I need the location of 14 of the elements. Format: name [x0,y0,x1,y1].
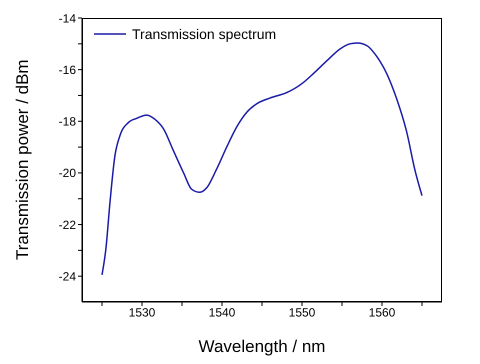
y-tick-label: -22 [58,218,76,232]
y-axis-title: Transmission power / dBm [13,59,32,260]
y-tick-label: -20 [58,166,76,180]
x-tick-label: 1540 [208,306,236,320]
x-axis-title: Wavelength / nm [198,337,326,356]
y-tick-label: -24 [58,269,76,284]
legend-label: Transmission spectrum [132,26,276,42]
x-tick-label: 1560 [368,306,396,320]
x-tick-label: 1550 [288,306,316,320]
y-tick-label: -16 [58,62,76,77]
x-tick-label: 1530 [128,306,156,320]
line-series [101,42,423,276]
y-tick-label: -18 [58,114,76,129]
y-tick-label: -14 [58,11,76,26]
